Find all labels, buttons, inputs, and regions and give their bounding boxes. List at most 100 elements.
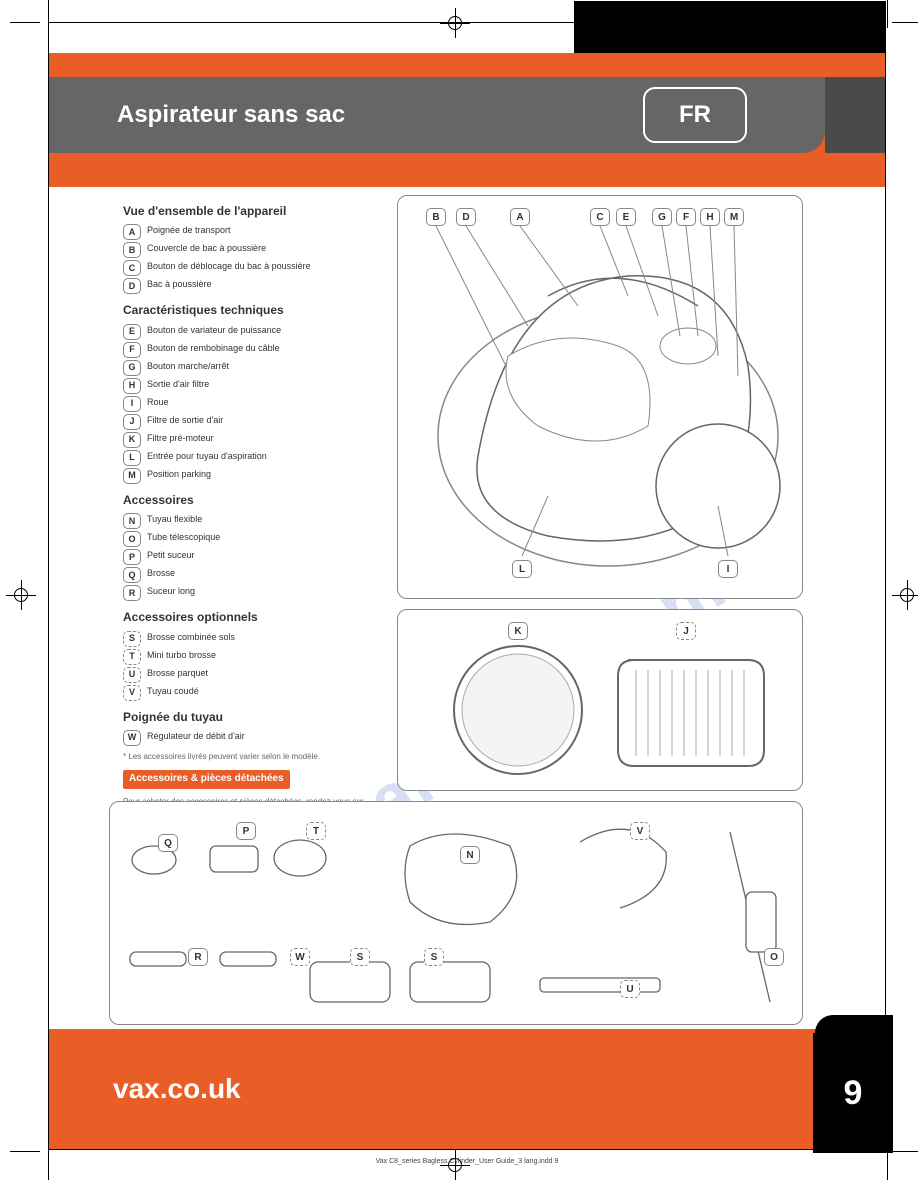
part-label: Roue (147, 396, 393, 409)
callout-label: C (590, 208, 610, 226)
part-key: S (123, 631, 141, 647)
callout-label: V (630, 822, 650, 840)
part-key: P (123, 549, 141, 565)
parts-list: Vue d'ensemble de l'appareil A Poignée de… (123, 195, 393, 818)
section-heading: Poignée du tuyau (123, 709, 393, 726)
crop-mark (10, 22, 40, 23)
part-key: V (123, 685, 141, 701)
header-dark-strip (825, 77, 885, 153)
part-key: G (123, 360, 141, 376)
part-key: L (123, 450, 141, 466)
section-heading: Accessoires (123, 492, 393, 509)
part-key: W (123, 730, 141, 746)
part-label: Tube télescopique (147, 531, 393, 544)
callout-label: W (290, 948, 310, 966)
part-label: Petit suceur (147, 549, 393, 562)
list-item: Q Brosse (123, 567, 393, 583)
callout-label: U (620, 980, 640, 998)
list-item: OTube télescopique (123, 531, 393, 547)
list-item: F Bouton de rembobinage du câble (123, 342, 393, 358)
callout-label: J (676, 622, 696, 640)
part-key: E (123, 324, 141, 340)
crop-mark (887, 1150, 888, 1180)
list-item: GBouton marche/arrêt (123, 360, 393, 376)
page-title: Aspirateur sans sac (117, 101, 345, 129)
part-label: Suceur long (147, 585, 393, 598)
part-key: J (123, 414, 141, 430)
section-heading: Vue d'ensemble de l'appareil (123, 203, 393, 220)
registration-mark (440, 1150, 470, 1180)
part-label: Sortie d'air filtre (147, 378, 393, 391)
crop-mark (892, 1151, 918, 1152)
part-key: D (123, 278, 141, 294)
footnote: * Les accessoires livrés peuvent varier … (123, 752, 393, 762)
part-label: Couvercle de bac à poussière (147, 242, 393, 255)
part-key: Q (123, 567, 141, 583)
footer-bar: vax.co.uk (49, 1029, 885, 1149)
callout-label: M (724, 208, 744, 226)
list-item: V Tuyau coudé (123, 685, 393, 701)
part-label: Bouton de déblocage du bac à poussière (147, 260, 393, 273)
callout-label: F (676, 208, 696, 226)
content-area: manualshive.com Vue d'ensemble de l'appa… (49, 187, 885, 1029)
list-item: LEntrée pour tuyau d'aspiration (123, 450, 393, 466)
callout-label: D (456, 208, 476, 226)
part-key: I (123, 396, 141, 412)
list-item: U Brosse parquet (123, 667, 393, 683)
callout-label: K (508, 622, 528, 640)
part-label: Brosse (147, 567, 393, 580)
section-heading: Caractéristiques techniques (123, 302, 393, 319)
page-number-tab: 9 (813, 1033, 893, 1153)
crop-mark (10, 1151, 40, 1152)
part-key: U (123, 667, 141, 683)
part-label: Tuyau coudé (147, 685, 393, 698)
callout-label: L (512, 560, 532, 578)
list-item: K Filtre pré-moteur (123, 432, 393, 448)
callout-box: Accessoires & pièces détachées (123, 770, 290, 789)
part-label: Bouton de variateur de puissance (147, 324, 393, 337)
callout-label: O (764, 948, 784, 966)
callout-label: H (700, 208, 720, 226)
list-item: CBouton de déblocage du bac à poussière (123, 260, 393, 276)
language-badge: FR (643, 87, 747, 143)
part-key: A (123, 224, 141, 240)
crop-mark (892, 22, 918, 23)
list-item: P Petit suceur (123, 549, 393, 565)
figure-filters: KJ (397, 609, 803, 791)
list-item: B Couvercle de bac à poussière (123, 242, 393, 258)
part-key: T (123, 649, 141, 665)
part-label: Bouton de rembobinage du câble (147, 342, 393, 355)
header-black-tab (574, 1, 886, 55)
part-label: Poignée de transport (147, 224, 393, 237)
page-number: 9 (844, 1074, 863, 1113)
part-key: M (123, 468, 141, 484)
callout-label: I (718, 560, 738, 578)
list-item: E Bouton de variateur de puissance (123, 324, 393, 340)
callout-label: E (616, 208, 636, 226)
footer-brand: vax.co.uk (113, 1073, 241, 1105)
fine-print: Vax C8_series Bagless Cylinder_User Guid… (376, 1158, 559, 1165)
callout-label: P (236, 822, 256, 840)
part-key: F (123, 342, 141, 358)
list-item: DBac à poussière (123, 278, 393, 294)
list-item: T Mini turbo brosse (123, 649, 393, 665)
part-label: Filtre de sortie d'air (147, 414, 393, 427)
part-label: Mini turbo brosse (147, 649, 393, 662)
list-item: A Poignée de transport (123, 224, 393, 240)
page-frame: Aspirateur sans sac FR manualshive.com V… (48, 22, 886, 1150)
accessories-illustration (110, 802, 804, 1026)
part-label: Filtre pré-moteur (147, 432, 393, 445)
part-label: Régulateur de débit d'air (147, 730, 393, 743)
list-item: RSuceur long (123, 585, 393, 601)
list-item: MPosition parking (123, 468, 393, 484)
list-item: J Filtre de sortie d'air (123, 414, 393, 430)
part-key: B (123, 242, 141, 258)
vacuum-illustration (398, 196, 804, 600)
crop-mark (48, 1150, 49, 1180)
callout-label: S (424, 948, 444, 966)
part-label: Brosse parquet (147, 667, 393, 680)
part-key: N (123, 513, 141, 529)
section-heading: Accessoires optionnels (123, 609, 393, 626)
list-item: SBrosse combinée sols (123, 631, 393, 647)
part-key: K (123, 432, 141, 448)
